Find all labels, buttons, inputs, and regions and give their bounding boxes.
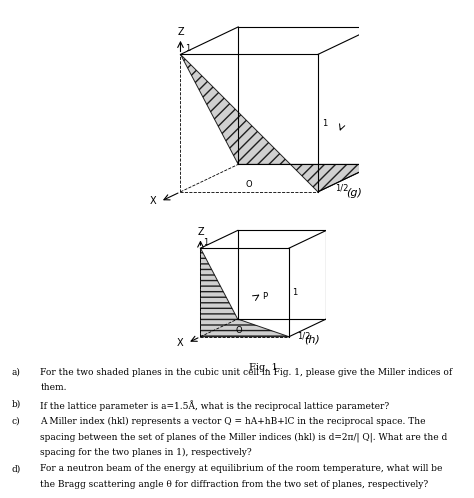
Text: them.: them. xyxy=(40,383,67,392)
Text: If the lattice parameter is a=1.5Å, what is the reciprocal lattice parameter?: If the lattice parameter is a=1.5Å, what… xyxy=(40,400,390,411)
Text: b): b) xyxy=(12,400,21,409)
Text: X: X xyxy=(176,338,183,348)
Text: Z: Z xyxy=(197,227,204,237)
Text: O: O xyxy=(235,326,242,335)
Text: For the two shaded planes in the cubic unit cell in Fig. 1, please give the Mill: For the two shaded planes in the cubic u… xyxy=(40,368,452,376)
Text: 1: 1 xyxy=(203,238,209,248)
Polygon shape xyxy=(201,248,289,337)
Text: Z: Z xyxy=(177,26,184,36)
Text: 1: 1 xyxy=(292,288,297,297)
Text: For a neutron beam of the energy at equilibrium of the room temperature, what wi: For a neutron beam of the energy at equi… xyxy=(40,464,443,474)
Text: spacing for the two planes in 1), respectively?: spacing for the two planes in 1), respec… xyxy=(40,448,252,457)
Text: 1/2: 1/2 xyxy=(335,184,348,193)
Text: d): d) xyxy=(12,464,21,474)
Polygon shape xyxy=(181,54,376,192)
Text: a): a) xyxy=(12,368,21,376)
Text: X: X xyxy=(149,197,156,207)
Text: 1/2: 1/2 xyxy=(297,331,311,341)
Text: (g): (g) xyxy=(346,188,362,198)
Text: 1: 1 xyxy=(322,119,328,127)
Text: Fig. 1: Fig. 1 xyxy=(249,363,278,373)
Text: (h): (h) xyxy=(304,334,320,344)
Text: A Miller index (hkl) represents a vector Q = hA+hB+lC in the reciprocal space. T: A Miller index (hkl) represents a vector… xyxy=(40,417,426,426)
Text: c): c) xyxy=(12,417,20,426)
Text: P: P xyxy=(262,292,267,301)
Text: the Bragg scattering angle θ for diffraction from the two set of planes, respect: the Bragg scattering angle θ for diffrac… xyxy=(40,480,428,489)
Text: O: O xyxy=(245,180,252,190)
Text: spacing between the set of planes of the Miller indices (hkl) is d=2π/| Q|. What: spacing between the set of planes of the… xyxy=(40,432,447,442)
Text: 1: 1 xyxy=(184,44,190,53)
